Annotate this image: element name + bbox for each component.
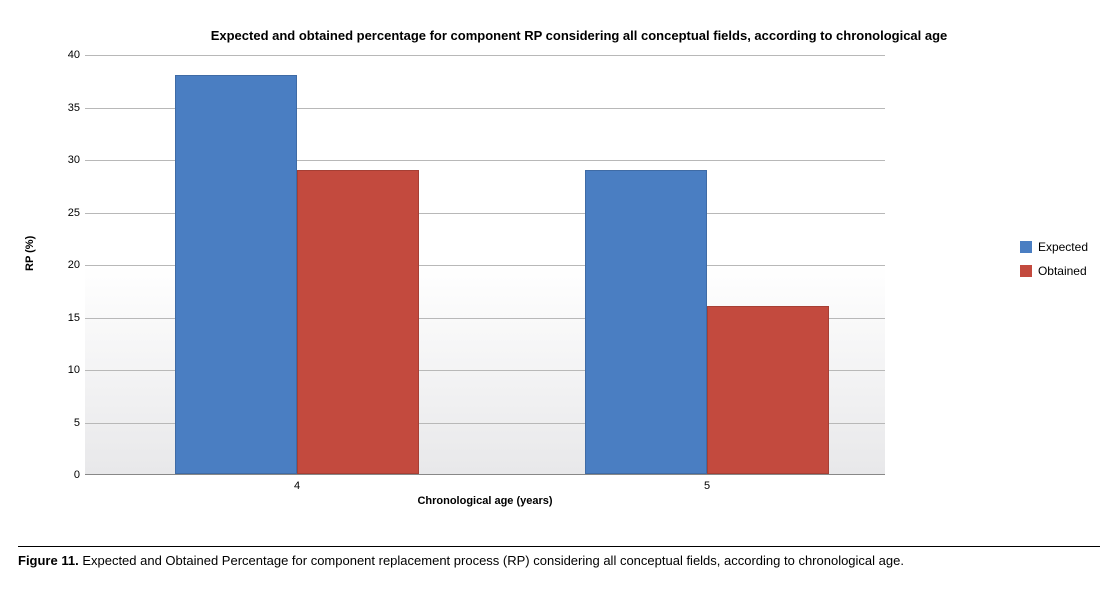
y-tick: 5 — [60, 417, 80, 429]
caption-label: Figure 11. — [18, 553, 79, 568]
bar — [585, 170, 707, 475]
figure-caption: Figure 11. Expected and Obtained Percent… — [18, 546, 1100, 570]
caption-text: Expected and Obtained Percentage for com… — [79, 553, 904, 568]
legend-label: Obtained — [1038, 264, 1087, 278]
y-axis-label: RP (%) — [24, 236, 36, 271]
y-tick: 30 — [60, 154, 80, 166]
legend-swatch-obtained — [1020, 265, 1032, 277]
legend-item: Expected — [1020, 240, 1088, 254]
legend-label: Expected — [1038, 240, 1088, 254]
y-tick: 25 — [60, 207, 80, 219]
bar — [175, 75, 297, 474]
y-tick: 40 — [60, 49, 80, 61]
gridline — [85, 55, 885, 56]
chart-title: Expected and obtained percentage for com… — [10, 28, 1108, 43]
x-axis-label: Chronological age (years) — [85, 495, 885, 507]
y-tick: 10 — [60, 364, 80, 376]
bar — [297, 170, 419, 475]
y-tick: 0 — [60, 469, 80, 481]
legend-swatch-expected — [1020, 241, 1032, 253]
x-tick: 4 — [294, 480, 300, 492]
chart-container: Expected and obtained percentage for com… — [0, 0, 1118, 540]
plot-area — [85, 55, 885, 475]
y-tick: 35 — [60, 102, 80, 114]
legend-item: Obtained — [1020, 264, 1088, 278]
x-tick: 5 — [704, 480, 710, 492]
y-tick: 20 — [60, 259, 80, 271]
y-tick: 15 — [60, 312, 80, 324]
legend: Expected Obtained — [1020, 240, 1088, 288]
bar — [707, 306, 829, 474]
